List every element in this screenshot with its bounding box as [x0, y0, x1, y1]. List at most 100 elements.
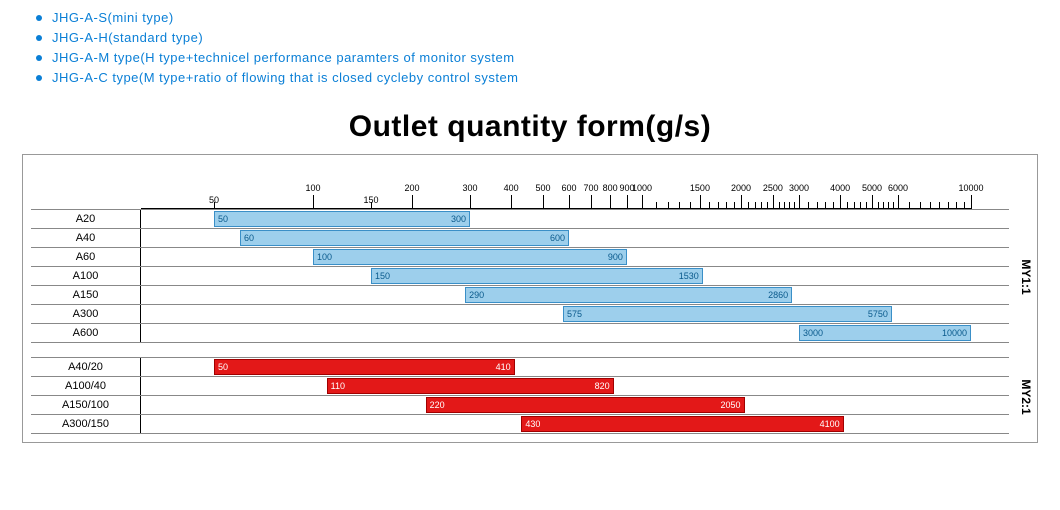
bullet-text: JHG-A-M type(H type+technicel performanc…	[52, 48, 515, 68]
bar-start-label: 50	[218, 214, 228, 224]
range-bar: 150 1530	[371, 268, 703, 284]
axis-tick-label: 500	[535, 183, 550, 193]
bar-end-label: 5750	[868, 309, 888, 319]
axis-tick-label: 10000	[958, 183, 983, 193]
axis-tick-label: 6000	[888, 183, 908, 193]
bullet-item: JHG-A-M type(H type+technicel performanc…	[36, 48, 1060, 68]
range-bar: 3000 10000	[799, 325, 971, 341]
bar-end-label: 2860	[768, 290, 788, 300]
axis-tick	[511, 195, 512, 209]
bar-start-label: 575	[567, 309, 582, 319]
axis-tick-label: 200	[405, 183, 420, 193]
axis-tick	[412, 195, 413, 209]
axis-tick	[971, 195, 972, 209]
row-plot: 60 600	[141, 229, 1009, 247]
bullet-item: JHG-A-H(standard type)	[36, 28, 1060, 48]
range-row: A100/40 110820	[31, 377, 1009, 396]
axis-tick-label: 700	[584, 183, 599, 193]
bullet-text: JHG-A-H(standard type)	[52, 28, 203, 48]
range-row: A60 100900	[31, 248, 1009, 267]
bar-start-label: 3000	[803, 328, 823, 338]
row-label: A100/40	[31, 377, 141, 395]
axis-tick-label: 1500	[690, 183, 710, 193]
axis-tick	[543, 195, 544, 209]
axis-tick	[799, 195, 800, 209]
bullet-dot-icon	[36, 15, 42, 21]
group-side-label: MY1:1	[1019, 259, 1033, 294]
row-label: A300/150	[31, 415, 141, 433]
axis-tick-label: 1000	[632, 183, 652, 193]
bullet-list: JHG-A-S(mini type)JHG-A-H(standard type)…	[0, 0, 1060, 88]
row-label: A300	[31, 305, 141, 323]
range-row: A1001501530	[31, 267, 1009, 286]
axis-tick	[591, 195, 592, 209]
axis-tick-label: 800	[603, 183, 618, 193]
chart-title: Outlet quantity form(g/s)	[0, 110, 1060, 144]
axis-area: 1002003004005006007008009001000150020002…	[141, 161, 971, 209]
row-label: A150/100	[31, 396, 141, 414]
axis-tick	[898, 195, 899, 209]
range-bar: 50 300	[214, 211, 470, 227]
range-bar: 575 5750	[563, 306, 892, 322]
bar-end-label: 820	[595, 381, 610, 391]
range-bar: 4304100	[521, 416, 843, 432]
range-group: A40/2050410A100/40110820A150/1002202050A…	[31, 357, 1009, 434]
range-row: A20 50 300	[31, 209, 1009, 229]
axis-tick-label: 600	[562, 183, 577, 193]
axis-tick	[773, 195, 774, 209]
row-label: A20	[31, 210, 141, 228]
bar-end-label: 600	[550, 233, 565, 243]
row-label: A150	[31, 286, 141, 304]
row-plot: 50 300	[141, 210, 1009, 228]
range-row: A600 3000 10000	[31, 324, 1009, 343]
axis-tick-label: 3000	[789, 183, 809, 193]
bar-end-label: 4100	[820, 419, 840, 429]
bullet-dot-icon	[36, 75, 42, 81]
range-bar: 290 2860	[465, 287, 792, 303]
row-plot: 150 1530	[141, 267, 1009, 285]
row-label: A60	[31, 248, 141, 266]
bullet-text: JHG-A-C type(M type+ratio of flowing tha…	[52, 68, 519, 88]
range-bar: 100900	[313, 249, 627, 265]
bullet-item: JHG-A-C type(M type+ratio of flowing tha…	[36, 68, 1060, 88]
axis-tick	[569, 195, 570, 209]
row-label: A40/20	[31, 358, 141, 376]
page: JHG-A-S(mini type)JHG-A-H(standard type)…	[0, 0, 1060, 510]
axis-tick	[700, 195, 701, 209]
axis-tick-label: 300	[462, 183, 477, 193]
row-plot: 3000 10000	[141, 324, 1009, 342]
bar-start-label: 150	[375, 271, 390, 281]
bullet-dot-icon	[36, 35, 42, 41]
bar-end-label: 10000	[942, 328, 967, 338]
bar-start-label: 220	[430, 400, 445, 410]
bullet-text: JHG-A-S(mini type)	[52, 8, 174, 28]
bar-end-label: 900	[608, 252, 623, 262]
axis-tick-label: 50	[209, 195, 219, 205]
bar-end-label: 300	[451, 214, 466, 224]
axis-tick	[741, 195, 742, 209]
axis-tick-label: 2000	[731, 183, 751, 193]
axis-tick-label: 400	[504, 183, 519, 193]
axis-tick-label: 150	[363, 195, 378, 205]
group-side-label: MY2:1	[1019, 379, 1033, 414]
axis-tick	[840, 195, 841, 209]
row-plot: 290 2860	[141, 286, 1009, 304]
axis-tick-label: 5000	[862, 183, 882, 193]
bar-start-label: 290	[469, 290, 484, 300]
bar-start-label: 60	[244, 233, 254, 243]
row-plot: 575 5750	[141, 305, 1009, 323]
axis-tick	[872, 195, 873, 209]
chart-container: 1002003004005006007008009001000150020002…	[22, 154, 1038, 443]
axis-tick	[470, 195, 471, 209]
range-row: A4060600	[31, 229, 1009, 248]
range-bar: 50410	[214, 359, 515, 375]
row-plot: 4304100	[141, 415, 1009, 433]
range-bar: 2202050	[426, 397, 745, 413]
range-row: A150 290 2860	[31, 286, 1009, 305]
row-label: A600	[31, 324, 141, 342]
range-bar: 110820	[327, 378, 614, 394]
bar-end-label: 1530	[679, 271, 699, 281]
row-plot: 2202050	[141, 396, 1009, 414]
axis-tick-label: 2500	[763, 183, 783, 193]
range-group: A2050300A4060600A60100900A1001501530A150…	[31, 209, 1009, 343]
